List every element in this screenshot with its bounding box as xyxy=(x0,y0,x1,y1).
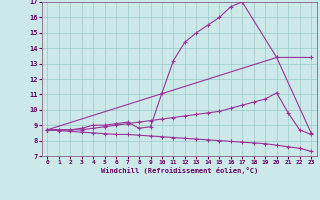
X-axis label: Windchill (Refroidissement éolien,°C): Windchill (Refroidissement éolien,°C) xyxy=(100,167,258,174)
